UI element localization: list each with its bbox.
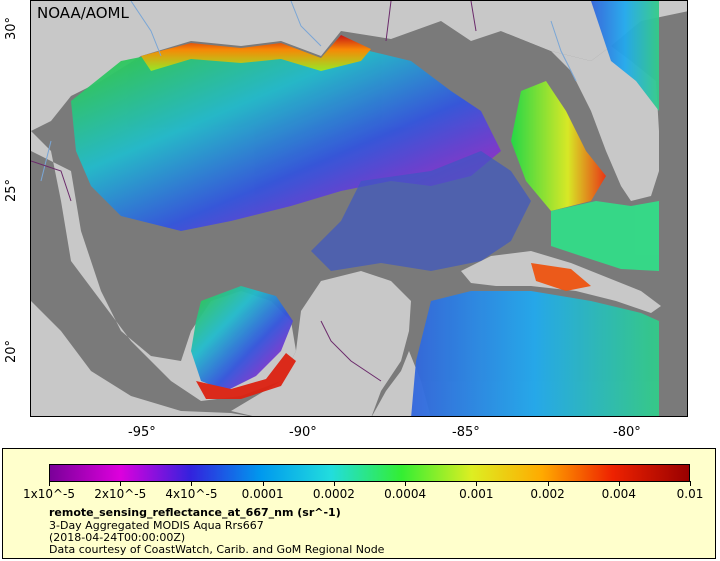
colorbar-tick-label: 0.001 [459, 487, 494, 501]
florida-peninsula-land [501, 26, 659, 201]
colorbar-tick [262, 481, 264, 486]
colorbar-tick [547, 481, 549, 486]
river-line [290, 1, 322, 47]
colorbar-tick-label: 0.002 [530, 487, 565, 501]
gulf-east-reflectance [311, 151, 531, 271]
gulf-main-reflectance [71, 49, 501, 231]
latitude-label-25: 25° [4, 178, 19, 202]
mexico-south-land [31, 301, 249, 416]
colorbar-tick [690, 481, 691, 486]
rivers-layer [40, 1, 577, 182]
credit-label: NOAA/AOML [37, 4, 129, 22]
latitude-label-30: 30° [4, 16, 19, 40]
river-line [40, 140, 52, 182]
campeche-coastal-turbid-band [196, 353, 296, 399]
colorbar-tick [333, 481, 335, 486]
border-line [385, 1, 392, 42]
map-panel[interactable]: NOAA/AOML [30, 0, 688, 417]
river-line [130, 1, 162, 57]
longitude-label-95: -95° [128, 425, 156, 440]
florida-west-shelf-reflectance [511, 81, 606, 211]
longitude-label-85: -85° [452, 425, 480, 440]
colorbar-tick-label: 1x10^-5 [22, 487, 76, 501]
florida-keys-reflectance [551, 201, 659, 271]
borders-layer [31, 1, 477, 382]
bay-of-campeche-reflectance [191, 286, 293, 391]
legend-panel: 1x10^-5 2x10^-5 4x10^-5 0.0001 0.0002 0.0004 0… [2, 448, 716, 559]
cuba-north-coast-turbid [531, 263, 591, 291]
border-line [470, 1, 477, 32]
colorbar [49, 464, 690, 482]
longitude-label-90: -90° [289, 425, 317, 440]
atlantic-east-reflectance [591, 1, 659, 111]
colorbar-tick [120, 481, 122, 486]
border-line [31, 160, 72, 202]
river-line [550, 20, 577, 82]
colorbar-tick-label: 4x10^-5 [165, 487, 218, 501]
colorbar-tick [405, 481, 407, 486]
colorbar-tick-label: 0.0002 [312, 487, 355, 501]
map-canvas[interactable] [31, 1, 688, 417]
variable-title: remote_sensing_reflectance_at_667_nm (sr… [49, 506, 341, 519]
reflectance-layer [71, 1, 659, 416]
date-line: (2018-04-24T00:00:00Z) [49, 531, 186, 544]
colorbar-tick [49, 481, 50, 486]
yucatan-peninsula-land [231, 271, 411, 416]
colorbar-tick [476, 481, 478, 486]
caribbean-reflectance [411, 291, 659, 416]
border-line [320, 320, 382, 382]
source-line: Data courtesy of CoastWatch, Carib. and … [49, 543, 385, 556]
latitude-label-20: 20° [4, 339, 19, 363]
product-line: 3-Day Aggregated MODIS Aqua Rrs667 [49, 519, 264, 532]
us-coastal-turbid-band [141, 35, 371, 71]
longitude-label-80: -80° [613, 425, 641, 440]
colorbar-tick-label: 0.004 [601, 487, 636, 501]
colorbar-tick [191, 481, 193, 486]
colorbar-tick-label: 0.0001 [241, 487, 284, 501]
colorbar-tick-label: 0.01 [676, 487, 704, 501]
colorbar-tick-label: 2x10^-5 [94, 487, 147, 501]
colorbar-tick [618, 481, 620, 486]
colorbar-tick-label: 0.0004 [384, 487, 427, 501]
